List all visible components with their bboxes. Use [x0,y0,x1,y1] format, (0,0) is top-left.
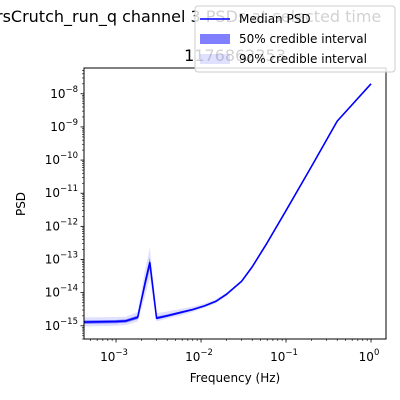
axes-frame [83,67,387,340]
y-tick-label: 10−13 [45,251,78,267]
x-tick-label: 10−2 [185,348,213,364]
y-tick-label: 10−15 [45,317,78,333]
legend: Median PSD 50% credible interval 90% credi… [194,5,396,73]
legend-label: 50% credible interval [239,32,367,46]
x-tick-label: 100 [359,348,380,364]
y-axis-label: PSD [14,192,28,216]
y-tick-label: 10−14 [45,284,78,300]
legend-swatch-ci50 [200,34,230,44]
legend-label: Median PSD [239,12,311,26]
x-axis-ticks: 10−3 10−2 10−1 100 [90,339,379,364]
legend-swatch-ci90 [200,54,230,64]
x-tick-label: 10−3 [100,348,128,364]
x-axis-label: Frequency (Hz) [190,371,281,385]
y-tick-label: 10−9 [50,118,78,134]
legend-box [194,5,396,73]
ci90-band [84,83,372,327]
x-tick-label: 10−1 [270,348,298,364]
y-tick-label: 10−11 [45,184,78,200]
ci50-band [84,83,372,324]
y-axis-ticks: 10−15 10−14 10−13 10−12 10−11 10−10 10−9 10−8 [45,70,84,340]
median-psd-line [84,83,372,323]
y-tick-label: 10−12 [45,217,78,233]
y-tick-label: 10−10 [45,151,78,167]
plot-layer [84,83,372,327]
y-tick-label: 10−8 [50,85,78,101]
legend-label: 90% credible interval [239,52,367,66]
